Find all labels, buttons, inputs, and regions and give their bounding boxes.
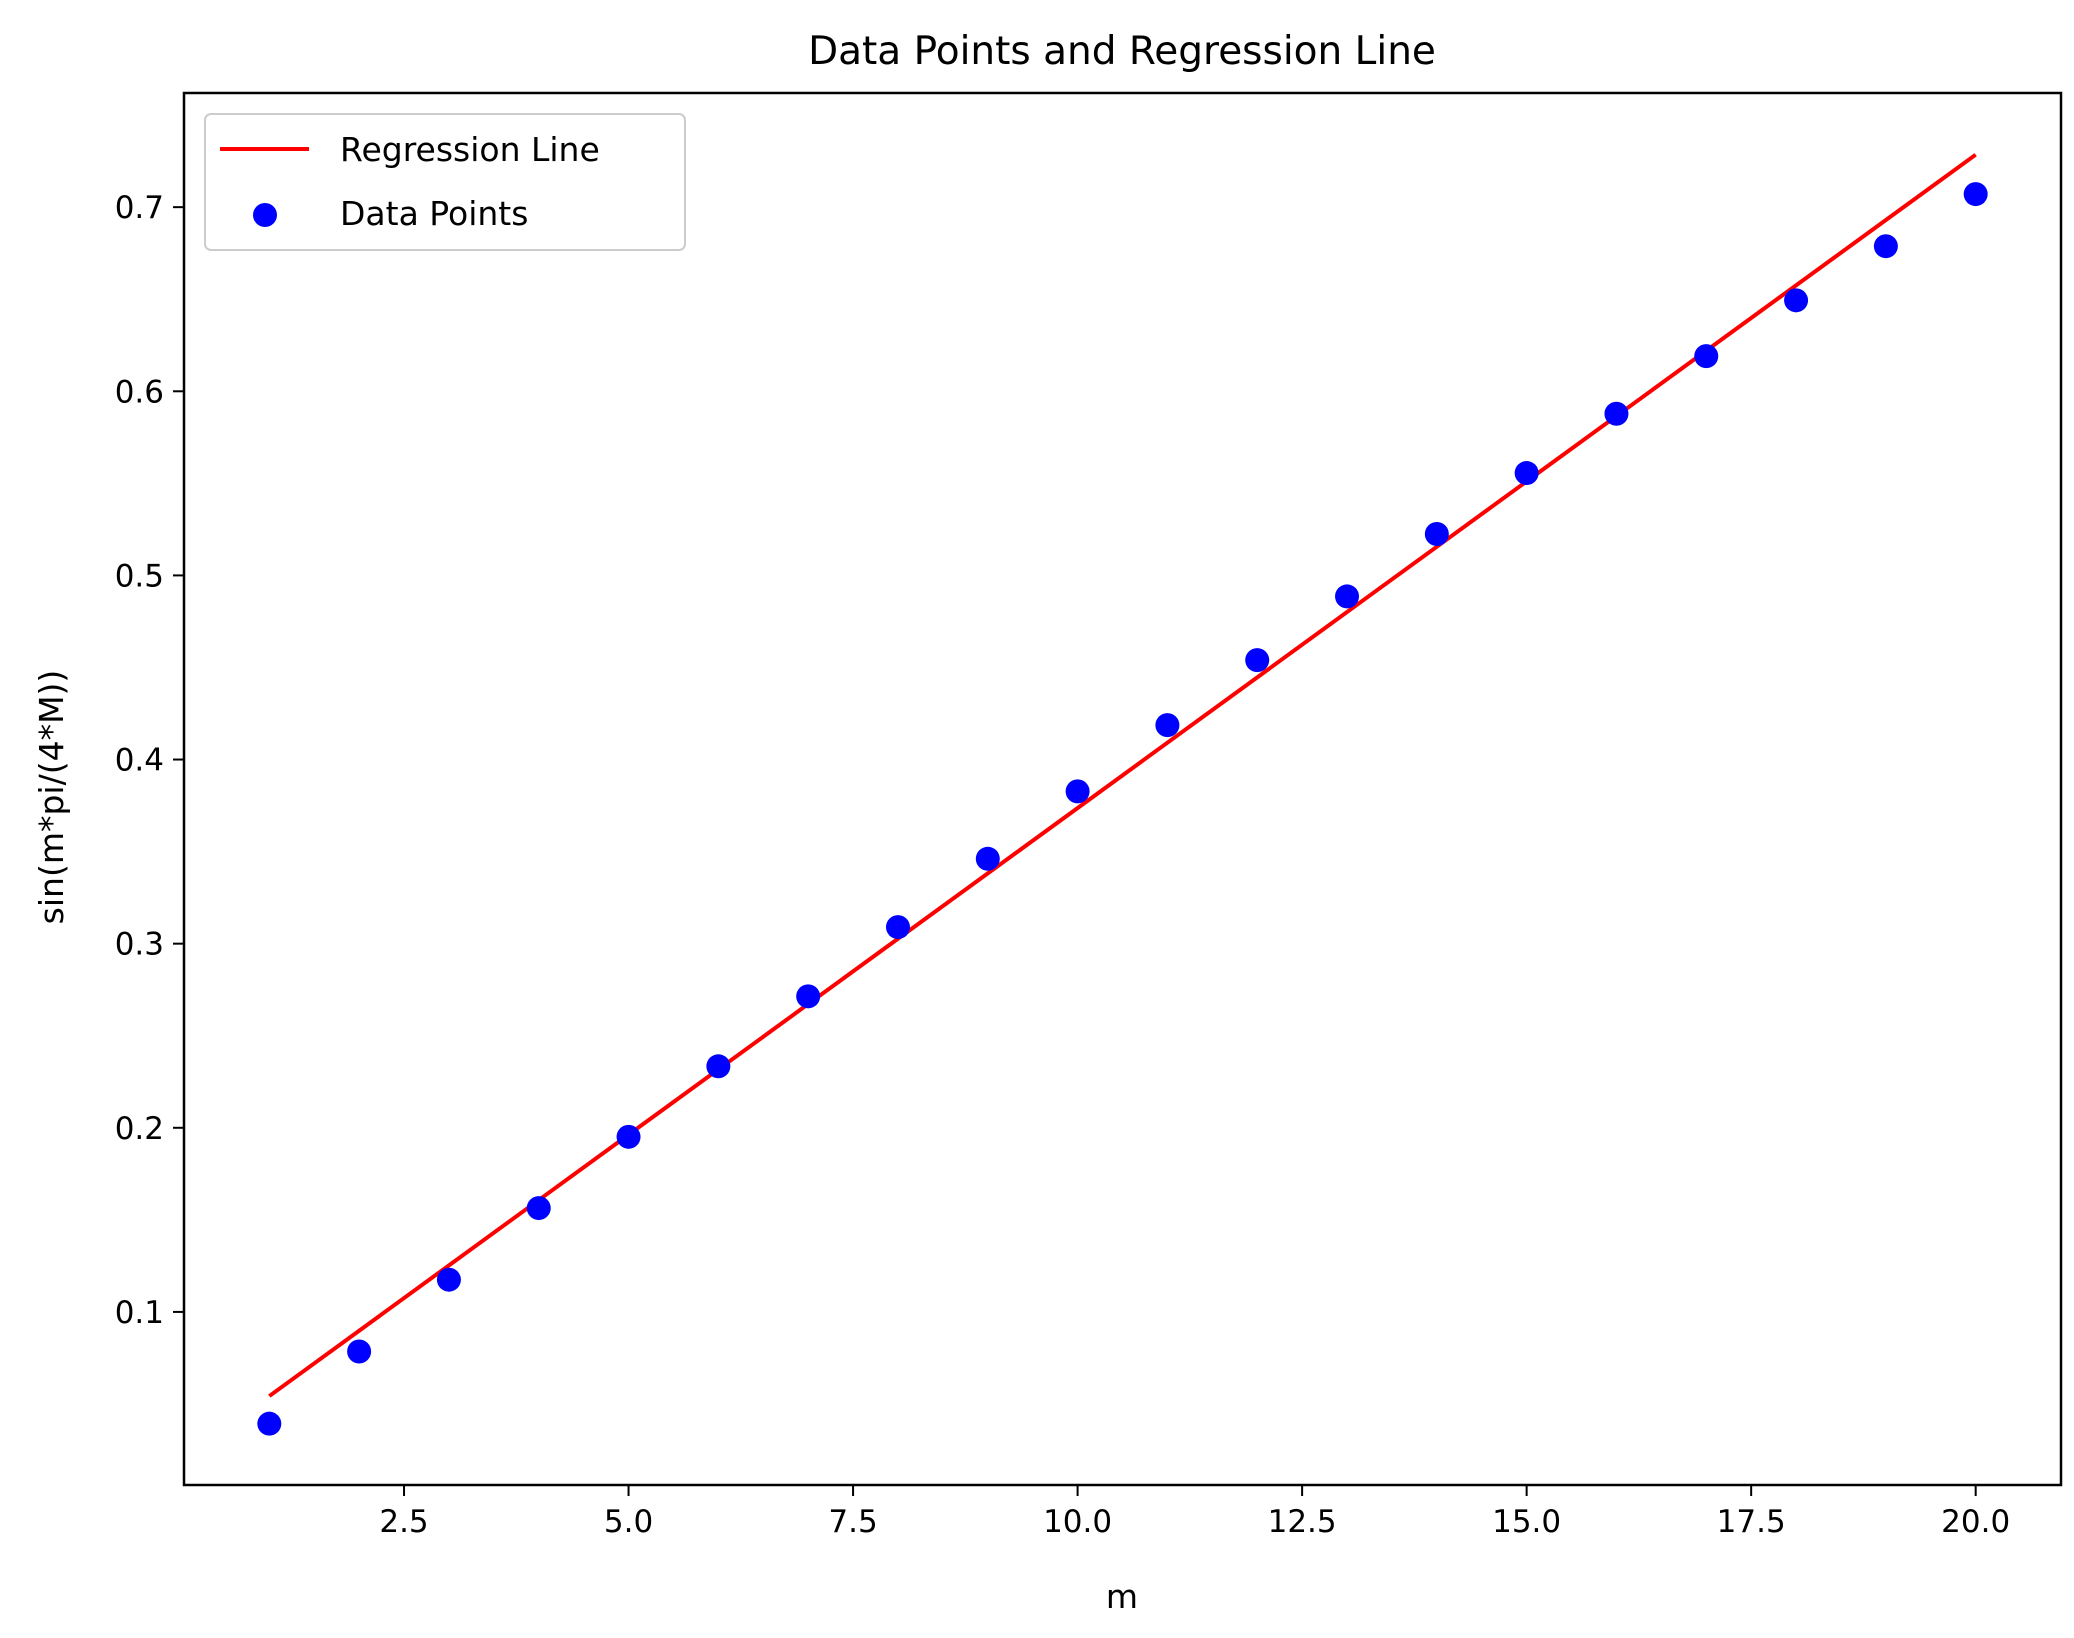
data-point bbox=[347, 1339, 372, 1364]
x-tick-label: 7.5 bbox=[828, 1504, 877, 1540]
legend-label-regression: Regression Line bbox=[340, 130, 600, 169]
data-point bbox=[1335, 584, 1360, 609]
x-tick-label: 2.5 bbox=[379, 1504, 428, 1540]
data-point bbox=[975, 846, 1000, 871]
data-point bbox=[257, 1411, 282, 1436]
y-axis-ticks: 0.1 0.2 0.3 0.4 0.5 0.6 0.7 bbox=[115, 190, 184, 1331]
plot-area bbox=[257, 153, 1988, 1436]
y-axis-label: sin(m*pi/(4*M)) bbox=[32, 670, 71, 925]
y-tick-label: 0.4 bbox=[115, 743, 164, 779]
data-point bbox=[1694, 344, 1719, 369]
x-tick-label: 17.5 bbox=[1717, 1504, 1786, 1540]
data-point bbox=[706, 1054, 731, 1079]
x-tick-label: 15.0 bbox=[1492, 1504, 1561, 1540]
data-point bbox=[796, 984, 821, 1009]
data-point bbox=[1784, 288, 1809, 313]
data-point bbox=[885, 915, 910, 940]
legend-box bbox=[204, 113, 686, 251]
y-tick-label: 0.2 bbox=[115, 1111, 164, 1147]
data-point bbox=[1514, 461, 1539, 486]
y-tick-label: 0.5 bbox=[115, 558, 164, 594]
x-axis-label: m bbox=[1106, 1577, 1138, 1616]
data-point bbox=[1604, 401, 1629, 426]
data-point bbox=[1873, 234, 1898, 259]
data-point bbox=[1065, 779, 1090, 804]
data-point bbox=[616, 1124, 641, 1149]
x-axis-ticks: 2.5 5.0 7.5 10.0 12.5 15.0 17.5 20.0 bbox=[379, 1485, 2010, 1540]
x-tick-label: 10.0 bbox=[1043, 1504, 1112, 1540]
data-point bbox=[526, 1196, 551, 1221]
y-tick-label: 0.7 bbox=[115, 190, 164, 226]
x-tick-label: 20.0 bbox=[1941, 1504, 2010, 1540]
data-point bbox=[1245, 648, 1270, 673]
y-tick-label: 0.3 bbox=[115, 927, 164, 963]
chart-title: Data Points and Regression Line bbox=[808, 29, 1436, 74]
y-tick-label: 0.1 bbox=[115, 1295, 164, 1331]
legend-point-swatch bbox=[253, 203, 277, 227]
data-point bbox=[436, 1267, 461, 1292]
x-tick-label: 5.0 bbox=[604, 1504, 653, 1540]
x-tick-label: 12.5 bbox=[1268, 1504, 1337, 1540]
legend-label-points: Data Points bbox=[340, 194, 528, 233]
data-point bbox=[1963, 182, 1988, 207]
y-tick-label: 0.6 bbox=[115, 374, 164, 410]
legend: Regression Line Data Points bbox=[204, 113, 686, 251]
plot-frame bbox=[182, 91, 2063, 1487]
data-point bbox=[1424, 521, 1449, 546]
data-point bbox=[1155, 713, 1180, 738]
regression-line bbox=[268, 153, 1977, 1398]
